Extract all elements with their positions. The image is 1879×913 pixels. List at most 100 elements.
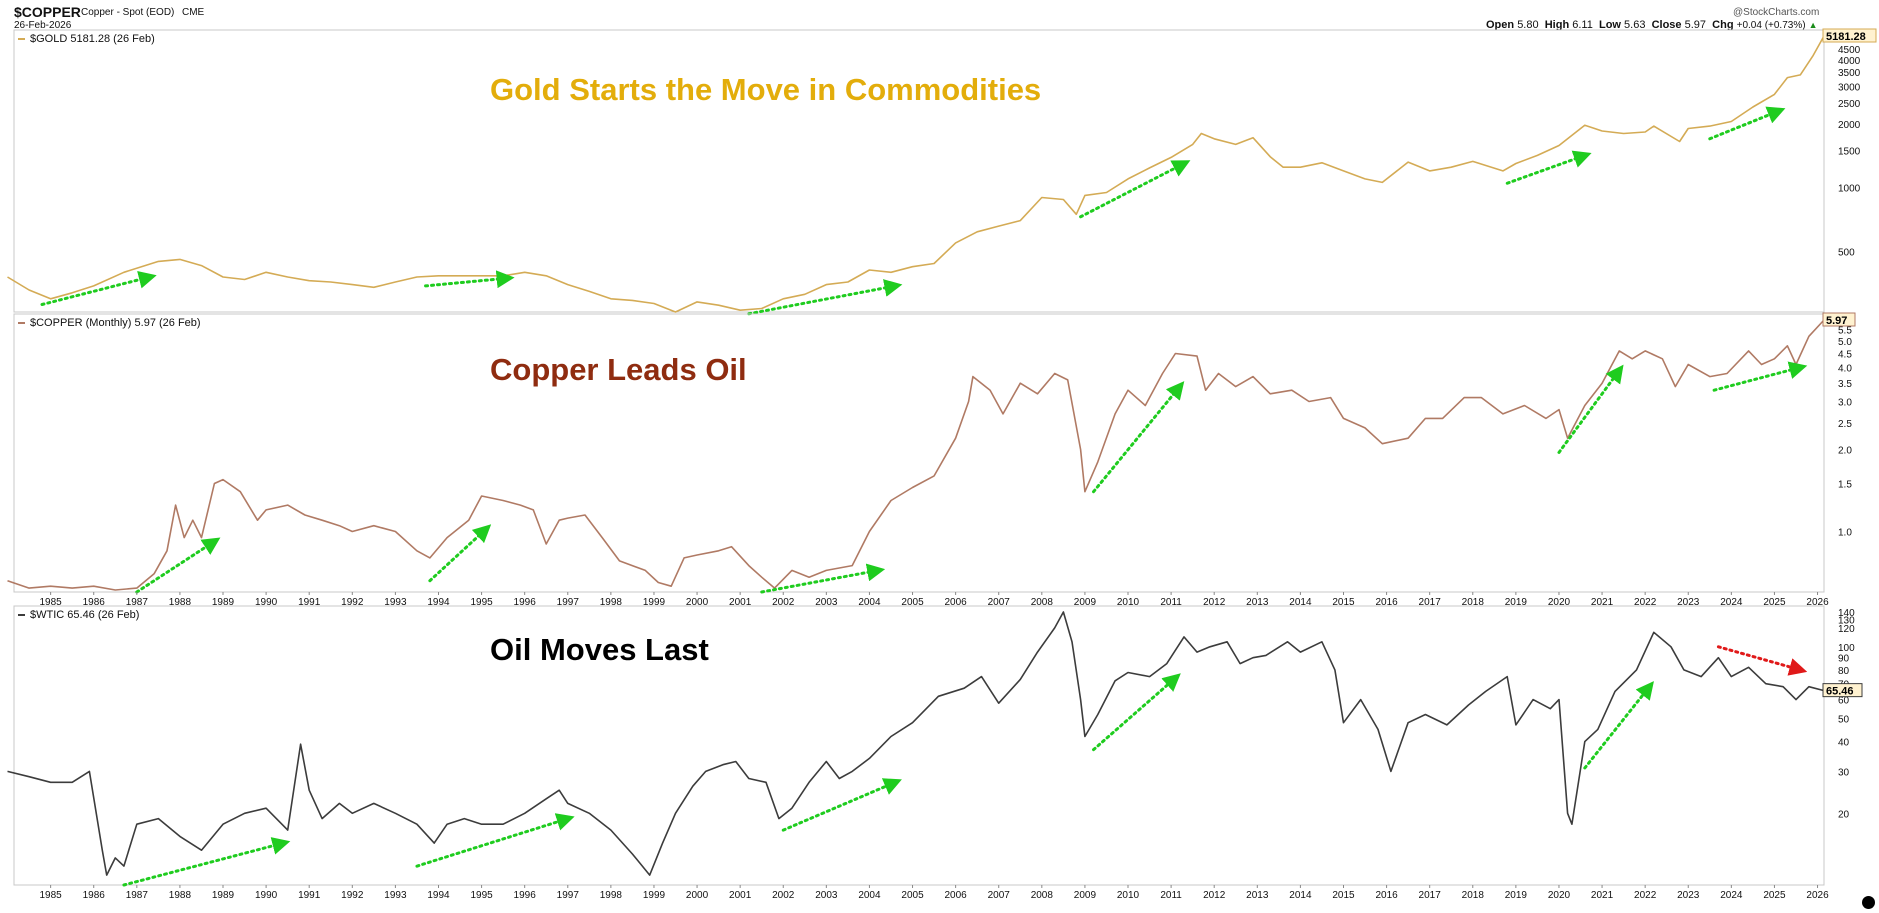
x-tick-label: 2014	[1289, 890, 1312, 901]
green-trend-arrow-oil-4	[1583, 681, 1654, 770]
y-tick-label: 4000	[1838, 56, 1861, 67]
y-tick-label: 80	[1838, 666, 1850, 677]
x-tick-label: 1985	[40, 597, 63, 608]
x-tick-label: 2023	[1677, 890, 1700, 901]
x-tick-label: 1991	[298, 597, 321, 608]
chart-symbol: $COPPER	[14, 4, 81, 20]
x-tick-label: 1997	[557, 890, 580, 901]
x-tick-label: 2014	[1289, 597, 1312, 608]
panel-frame-copper	[13, 313, 1825, 593]
x-tick-label: 2019	[1505, 890, 1528, 901]
x-tick-label: 1986	[83, 890, 106, 901]
y-tick-label: 2500	[1838, 99, 1861, 110]
x-axis-copper: 1985 1986 1987 1988 1989 1990 1991 1992 1993 1994…	[40, 592, 1829, 608]
x-tick-label: 2020	[1548, 597, 1571, 608]
green-trend-arrow-copper-1	[428, 524, 492, 583]
x-tick-label: 2005	[901, 890, 924, 901]
ohlc-readout: Open 5.80 High 6.11 Low 5.63 Close 5.97 …	[1486, 19, 1818, 31]
y-tick-label: 3500	[1838, 68, 1861, 79]
green-trend-arrow-gold-4	[1505, 150, 1592, 185]
scroll-dot-icon[interactable]	[1862, 896, 1875, 909]
y-tick-label: 1.0	[1838, 528, 1852, 539]
y-tick-label: 3.5	[1838, 379, 1852, 390]
green-trend-arrow-gold-1	[424, 270, 515, 289]
x-tick-label: 2016	[1375, 890, 1398, 901]
annotation-oil: Oil Moves Last	[490, 632, 709, 667]
y-tick-label: 40	[1838, 738, 1850, 749]
y-tick-label: 500	[1838, 248, 1855, 259]
x-tick-label: 2006	[945, 890, 968, 901]
green-trend-arrow-gold-0	[40, 270, 157, 307]
y-tick-label: 1.5	[1838, 480, 1852, 491]
x-tick-label: 1991	[298, 890, 321, 901]
y-tick-label: 4.5	[1838, 349, 1852, 360]
x-tick-label: 2005	[901, 597, 924, 608]
y-axis-copper: 1.0 1.5 2.0 2.5 3.0 3.5 4.0 4.55.05.5	[1838, 326, 1852, 539]
green-trend-arrow-copper-4	[1557, 364, 1624, 454]
x-tick-label: 1994	[427, 890, 450, 901]
close-label: Close	[1651, 19, 1682, 31]
x-tick-label: 2013	[1246, 597, 1269, 608]
x-tick-label: 1997	[557, 597, 580, 608]
last-value-oil: 65.46	[1826, 686, 1854, 698]
green-trend-arrow-oil-0	[122, 837, 291, 887]
y-tick-label: 2.0	[1838, 445, 1852, 456]
x-tick-label: 2011	[1160, 597, 1182, 608]
x-tick-label: 1998	[600, 890, 623, 901]
y-tick-label: 4.0	[1838, 363, 1852, 374]
x-tick-label: 2010	[1117, 597, 1140, 608]
x-tick-label: 2018	[1462, 597, 1485, 608]
last-value-gold: 5181.28	[1826, 31, 1866, 43]
x-tick-label: 2012	[1203, 597, 1226, 608]
x-tick-label: 2007	[988, 890, 1011, 901]
x-tick-label: 1990	[255, 890, 278, 901]
annotation-gold: Gold Starts the Move in Commodities	[490, 72, 1041, 107]
x-tick-label: 2026	[1806, 597, 1829, 608]
chg-label: Chg	[1712, 19, 1734, 31]
x-tick-label: 2024	[1720, 890, 1743, 901]
x-tick-label: 2008	[1031, 890, 1054, 901]
x-tick-label: 1995	[470, 597, 493, 608]
green-trend-arrow-copper-2	[760, 563, 886, 594]
x-tick-label: 2022	[1634, 597, 1657, 608]
x-tick-label: 2000	[686, 890, 709, 901]
low-value: 5.63	[1624, 19, 1646, 31]
x-tick-label: 2021	[1591, 890, 1614, 901]
x-tick-label: 2011	[1160, 890, 1182, 901]
series-line-gold	[7, 35, 1825, 313]
watermark: @StockCharts.com	[1733, 7, 1820, 18]
last-value-badge-copper	[1822, 312, 1856, 327]
x-tick-label: 1992	[341, 597, 364, 608]
x-tick-label: 2024	[1720, 597, 1743, 608]
green-trend-arrow-copper-5	[1712, 361, 1808, 392]
last-value-copper: 5.97	[1826, 315, 1847, 327]
x-tick-label: 1992	[341, 890, 364, 901]
x-tick-label: 2006	[945, 597, 968, 608]
y-tick-label: 2.5	[1838, 419, 1852, 430]
x-axis-oil: 1985 1986 1987 1988 1989 1990 1991 1992 1993 1994…	[40, 885, 1829, 901]
y-tick-label: 1000	[1838, 184, 1861, 195]
y-tick-label: 2000	[1838, 120, 1861, 131]
green-trend-arrow-oil-2	[781, 778, 902, 832]
last-value-badge-gold	[1822, 28, 1877, 43]
x-tick-label: 2025	[1763, 597, 1786, 608]
x-tick-label: 2002	[772, 890, 795, 901]
open-value: 5.80	[1517, 19, 1539, 31]
y-tick-label: 30	[1838, 767, 1850, 778]
x-tick-label: 2015	[1332, 597, 1355, 608]
y-tick-label: 1500	[1838, 146, 1861, 157]
x-tick-label: 2000	[686, 597, 709, 608]
x-tick-label: 2022	[1634, 890, 1657, 901]
x-tick-label: 2001	[729, 597, 752, 608]
x-tick-label: 2001	[729, 890, 752, 901]
x-tick-label: 2003	[815, 597, 838, 608]
x-tick-label: 2017	[1419, 597, 1442, 608]
series-line-copper	[7, 319, 1825, 591]
x-tick-label: 2025	[1763, 890, 1786, 901]
x-tick-label: 2003	[815, 890, 838, 901]
y-axis-oil: 2030405060708090100120130140	[1838, 608, 1855, 820]
x-tick-label: 2007	[988, 597, 1011, 608]
series-line-oil	[7, 611, 1825, 876]
x-tick-label: 1993	[384, 890, 407, 901]
